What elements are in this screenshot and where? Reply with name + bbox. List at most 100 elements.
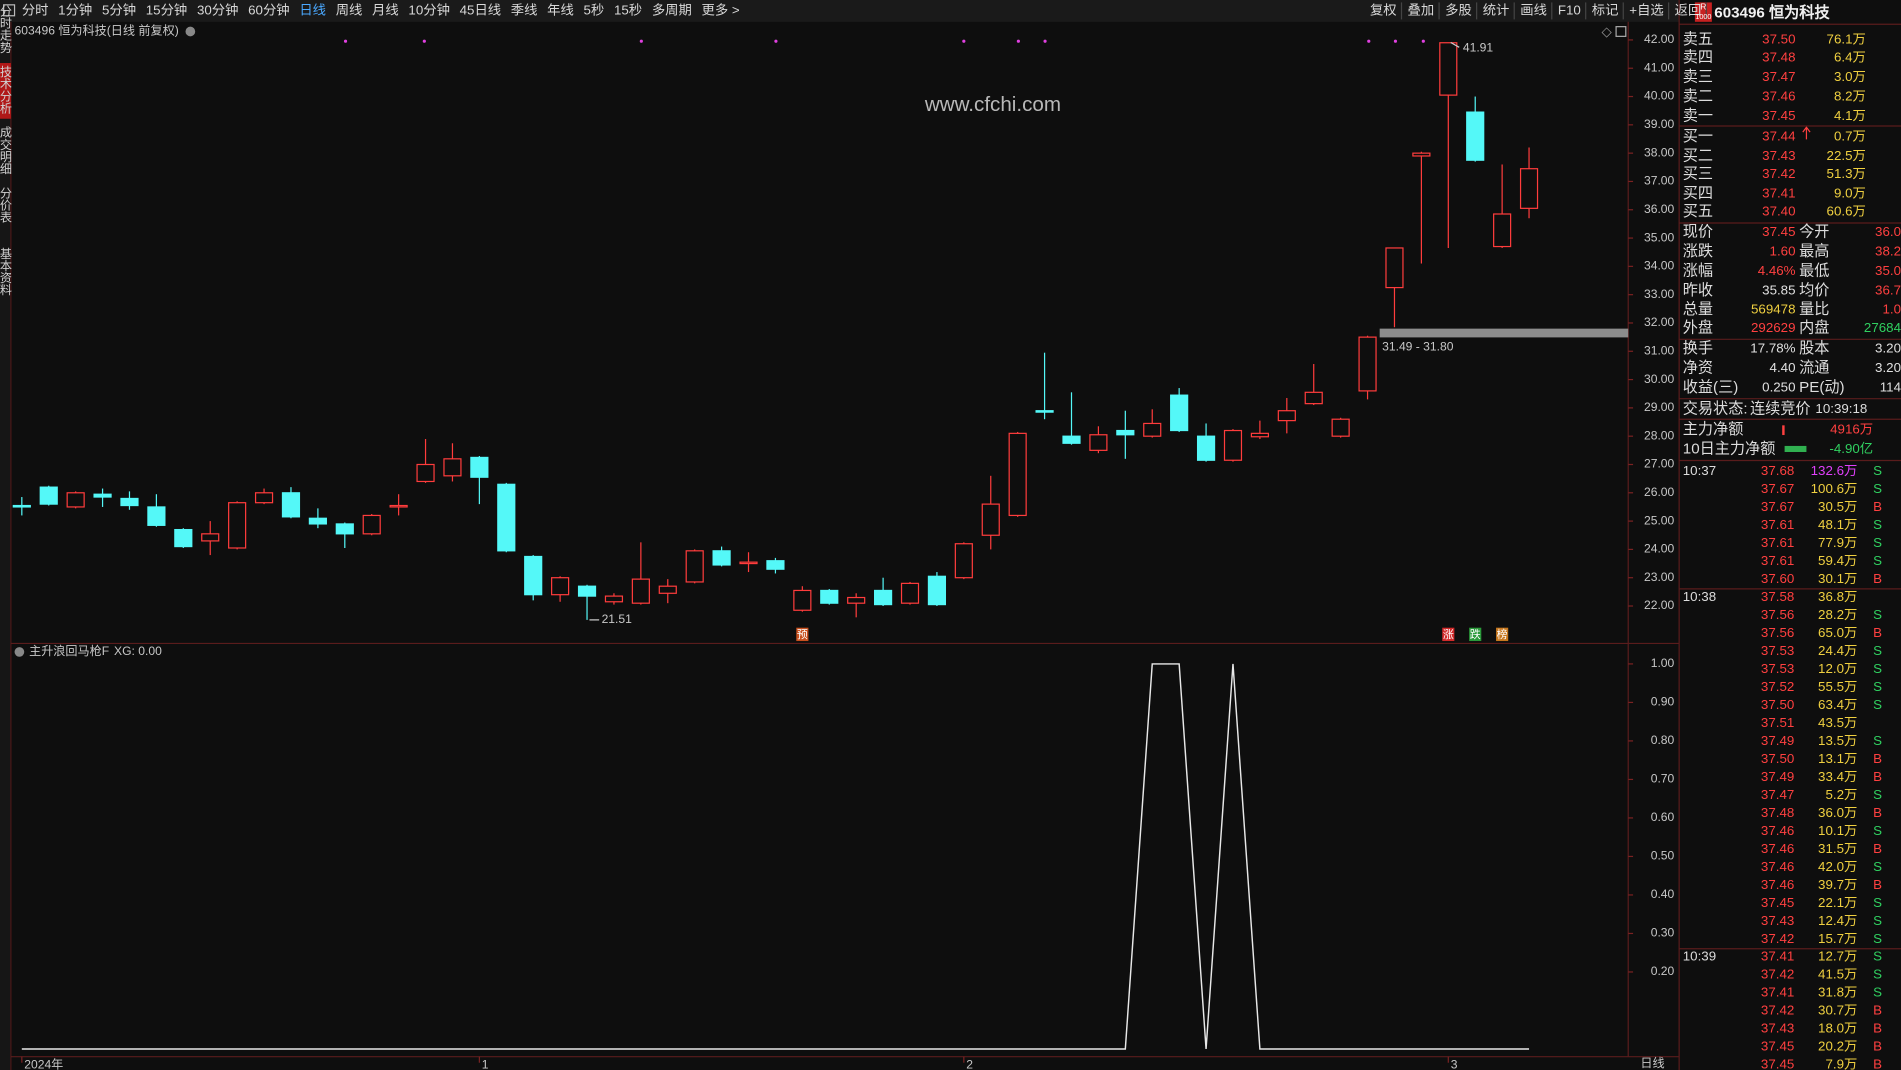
flow-label: 10日主力净额 [1683,441,1776,458]
side-tab[interactable]: 基本资料 [0,247,12,296]
candle-body [631,578,650,604]
trade-volume: 63.4万 [1818,697,1857,712]
icon[interactable] [185,26,196,37]
tool-button[interactable]: 复权 [1370,1,1397,17]
x-tick-label: 1 [482,1057,489,1070]
candle-body [254,492,274,504]
icon[interactable] [14,647,25,657]
candle-body [739,561,758,565]
stat-value: 38.2 [1875,244,1901,259]
candle-body [12,504,31,508]
trade-side: S [1873,733,1882,748]
trade-price: 37.58 [1761,589,1794,604]
trade-side: B [1873,571,1882,586]
book-label: 买三 [1683,165,1713,182]
trade-volume: 48.1万 [1818,517,1857,532]
period-tab[interactable]: 5秒 [584,2,605,17]
y-tick-label: 42.00 [1644,32,1675,46]
period-tab[interactable]: 5分钟 [102,1,136,17]
candle-body [820,589,839,604]
trade-volume: 15.7万 [1818,931,1857,946]
book-volume: 4.1万 [1834,108,1866,123]
period-tab[interactable]: 30分钟 [197,1,238,17]
period-tab[interactable]: 更多 > [702,1,740,17]
candle-body [604,595,624,603]
stat-label: 今开 [1799,224,1829,241]
candle-body [389,504,408,508]
candle-body [120,497,139,507]
period-tab[interactable]: 45日线 [460,2,501,17]
signal-label: 榜 [1497,627,1508,641]
stat-value: 292629 [1751,320,1795,335]
y-tick-label: 39.00 [1644,117,1675,131]
period-tab[interactable]: 10分钟 [408,1,449,17]
y-tick-label: 0.30 [1651,926,1675,940]
book-price: 37.42 [1762,166,1795,181]
tool-button[interactable]: +自选 [1629,2,1663,17]
period-tab[interactable]: 月线 [372,2,399,17]
trade-price: 37.46 [1761,841,1794,856]
trade-price: 37.45 [1761,1039,1794,1054]
trade-price: 37.50 [1761,697,1794,712]
y-tick-label: 0.70 [1651,772,1675,786]
tool-button[interactable]: 标记 [1592,2,1619,17]
stat-value: 35.85 [1762,282,1795,297]
tool-button[interactable]: F10 [1558,2,1581,17]
stat-label: 总量 [1683,301,1713,318]
tool-button[interactable]: 统计 [1483,2,1510,17]
y-tick-label: 38.00 [1644,145,1675,159]
book-volume: 22.5万 [1827,148,1866,163]
period-tab[interactable]: 15秒 [614,2,642,17]
book-price: 37.47 [1762,69,1795,84]
period-tab[interactable]: 多周期 [652,1,692,17]
period-tab[interactable]: 日线 [299,2,326,17]
trade-price: 37.49 [1761,769,1794,784]
trade-price: 37.53 [1761,643,1794,658]
trade-volume: 22.1万 [1818,895,1857,910]
period-tab[interactable]: 年线 [547,2,574,17]
icon[interactable] [1615,26,1627,37]
icon[interactable]: ◇ [1602,24,1613,39]
trade-side: B [1873,769,1882,784]
side-tab[interactable]: 分时走势 [0,5,12,54]
y-tick-label: 41.00 [1644,60,1675,74]
trade-price: 37.42 [1761,967,1794,982]
stat-value: 36.0 [1875,224,1901,239]
signal-badge [796,627,809,642]
period-tab[interactable]: 季线 [511,2,538,17]
tool-button[interactable]: 返回 [1675,2,1702,17]
period-tab[interactable]: 60分钟 [248,1,289,17]
trade-volume: 33.4万 [1818,769,1857,784]
signal-badge [1496,627,1509,642]
trade-side: S [1873,949,1882,964]
trade-volume: 12.7万 [1818,949,1857,964]
candle-body [1116,429,1135,436]
tool-button[interactable]: 画线 [1520,2,1547,17]
candle-body [416,463,435,483]
trade-side: S [1873,679,1882,694]
side-tab[interactable]: 技术分析 [0,65,12,114]
y-tick-label: 0.80 [1651,733,1675,747]
period-tab[interactable]: 15分钟 [146,1,187,17]
toolbar-icon[interactable] [3,4,16,17]
period-tab[interactable]: 分时 [22,2,49,17]
side-tab[interactable]: 分价表 [0,186,12,223]
candle-body [1089,434,1108,451]
trade-side: S [1873,913,1882,928]
book-label: 卖一 [1683,107,1713,124]
side-tab[interactable]: 成交明细 [0,126,12,175]
period-tab[interactable]: 1分钟 [58,1,92,17]
trade-volume: 12.0万 [1818,661,1857,676]
candle-body [1277,410,1296,422]
tool-button[interactable]: 叠加 [1408,2,1435,17]
trade-volume: 30.7万 [1818,1003,1857,1018]
candle-body [1035,410,1054,413]
trade-side: S [1873,607,1882,622]
tool-button[interactable]: 多股 [1445,1,1472,17]
stat-value: 17.78% [1750,341,1795,356]
period-tab[interactable]: 周线 [336,2,363,17]
trade-volume: 30.5万 [1818,499,1857,514]
stat-value: 1.0 [1882,302,1901,317]
candle-body [281,492,301,518]
candle-body [793,589,812,611]
